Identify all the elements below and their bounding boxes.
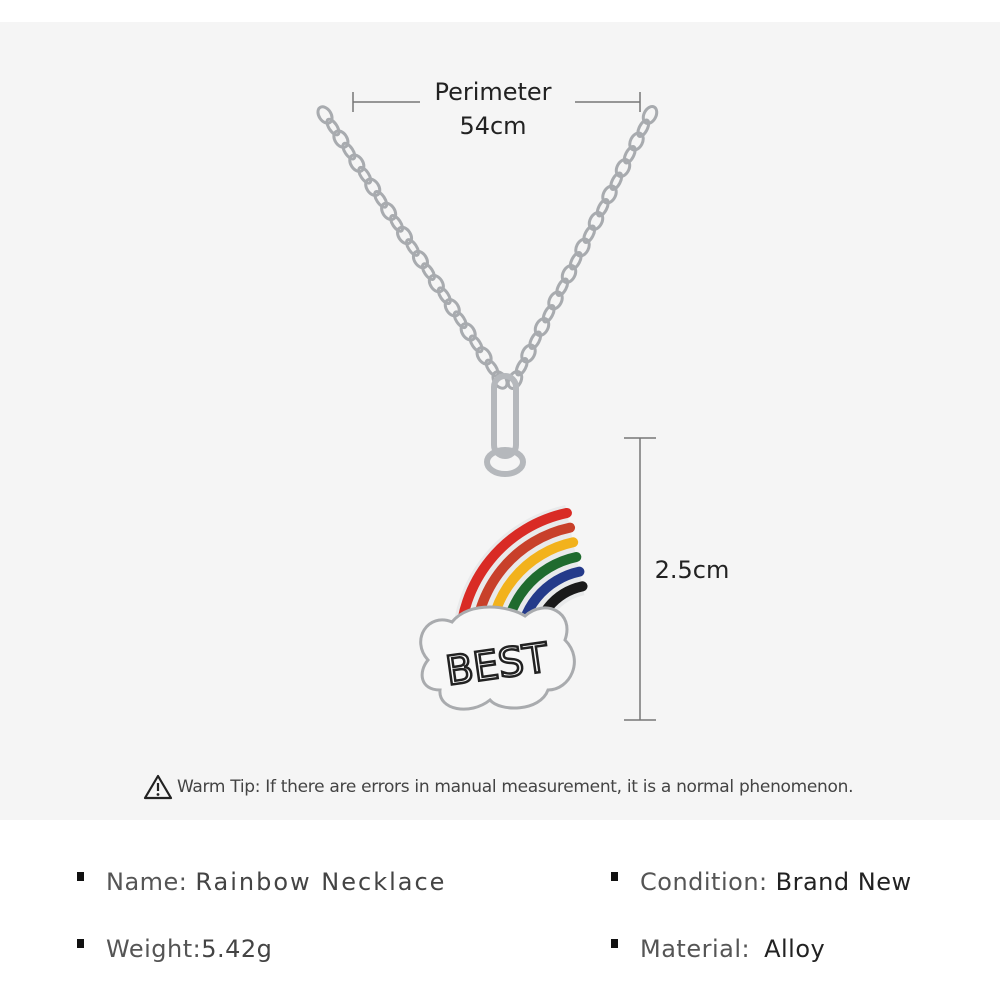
chain-link [405,238,420,257]
spec-value: Rainbow Necklace [195,868,447,896]
chain-link [420,262,436,281]
chain-link [541,304,556,324]
spec-label: Weight: [106,935,202,963]
chain-link [348,153,366,173]
spec-value: Brand New [775,868,912,896]
chain-link [547,290,564,311]
warning-triangle-icon [143,774,173,800]
chain-link [609,171,624,191]
bullet-icon [77,871,84,881]
chain-link [459,322,477,342]
perimeter-label: Perimeter [434,78,552,106]
chain-link [373,189,389,209]
chain-link [533,317,551,337]
chain-link [601,184,618,205]
chain-link [484,358,500,378]
warm-tip: Warm Tip: If there are errors in manual … [143,774,854,800]
spec-label: Name: [106,868,188,896]
chain-link [528,330,543,350]
chain-link [622,145,637,165]
chain-link [514,357,529,377]
bullet-icon [611,938,618,948]
chain-link [628,131,645,152]
bullet-icon [611,871,618,881]
chain-link [560,264,578,284]
chain-link [452,310,468,330]
chain-link [468,334,484,354]
chain-link [364,177,382,197]
spec-weight: Weight: 5.42g [77,935,272,963]
chain-link [443,298,461,318]
pendant-height-value: 2.5cm [654,556,730,584]
spec-label: Condition: [640,868,768,896]
chain-link [380,201,398,222]
warm-tip-text: Warm Tip: If there are errors in manual … [177,777,854,797]
chain-link [520,343,537,364]
pendant-bail [484,373,526,477]
chain-link [582,224,597,244]
chain-link [641,105,659,125]
chain-link [587,211,605,231]
chain-link [357,165,373,185]
spec-condition: Condition: Brand New [611,868,912,896]
chain-link [574,237,591,258]
spec-value: Alloy [764,935,826,963]
spec-name: Name: Rainbow Necklace [77,868,446,896]
chain-link [411,249,430,270]
perimeter-value: 54cm [459,112,527,140]
chain-link [389,214,405,233]
chain-link [555,277,570,297]
chain-link [636,118,651,138]
necklace-illustration: BEST [316,92,659,721]
bullet-icon [77,938,84,948]
perimeter-dimension-line [352,92,641,112]
chain-link [436,286,452,306]
chain-link [614,158,632,178]
chain-link [316,105,334,125]
chain-link [395,225,414,246]
chain-link [595,198,610,218]
chain-link [341,141,357,161]
chain-link [475,346,493,366]
spec-value: 5.42g [201,935,273,963]
chain-link [568,251,583,271]
chain-link [332,129,350,149]
height-dimension-line [624,437,656,721]
chain-link [325,117,341,137]
necklace-chain [316,105,659,390]
spec-material: Material: Alloy [611,935,825,963]
spec-label: Material: [640,935,751,963]
cloud-charm [419,605,576,711]
chain-link [427,273,445,294]
